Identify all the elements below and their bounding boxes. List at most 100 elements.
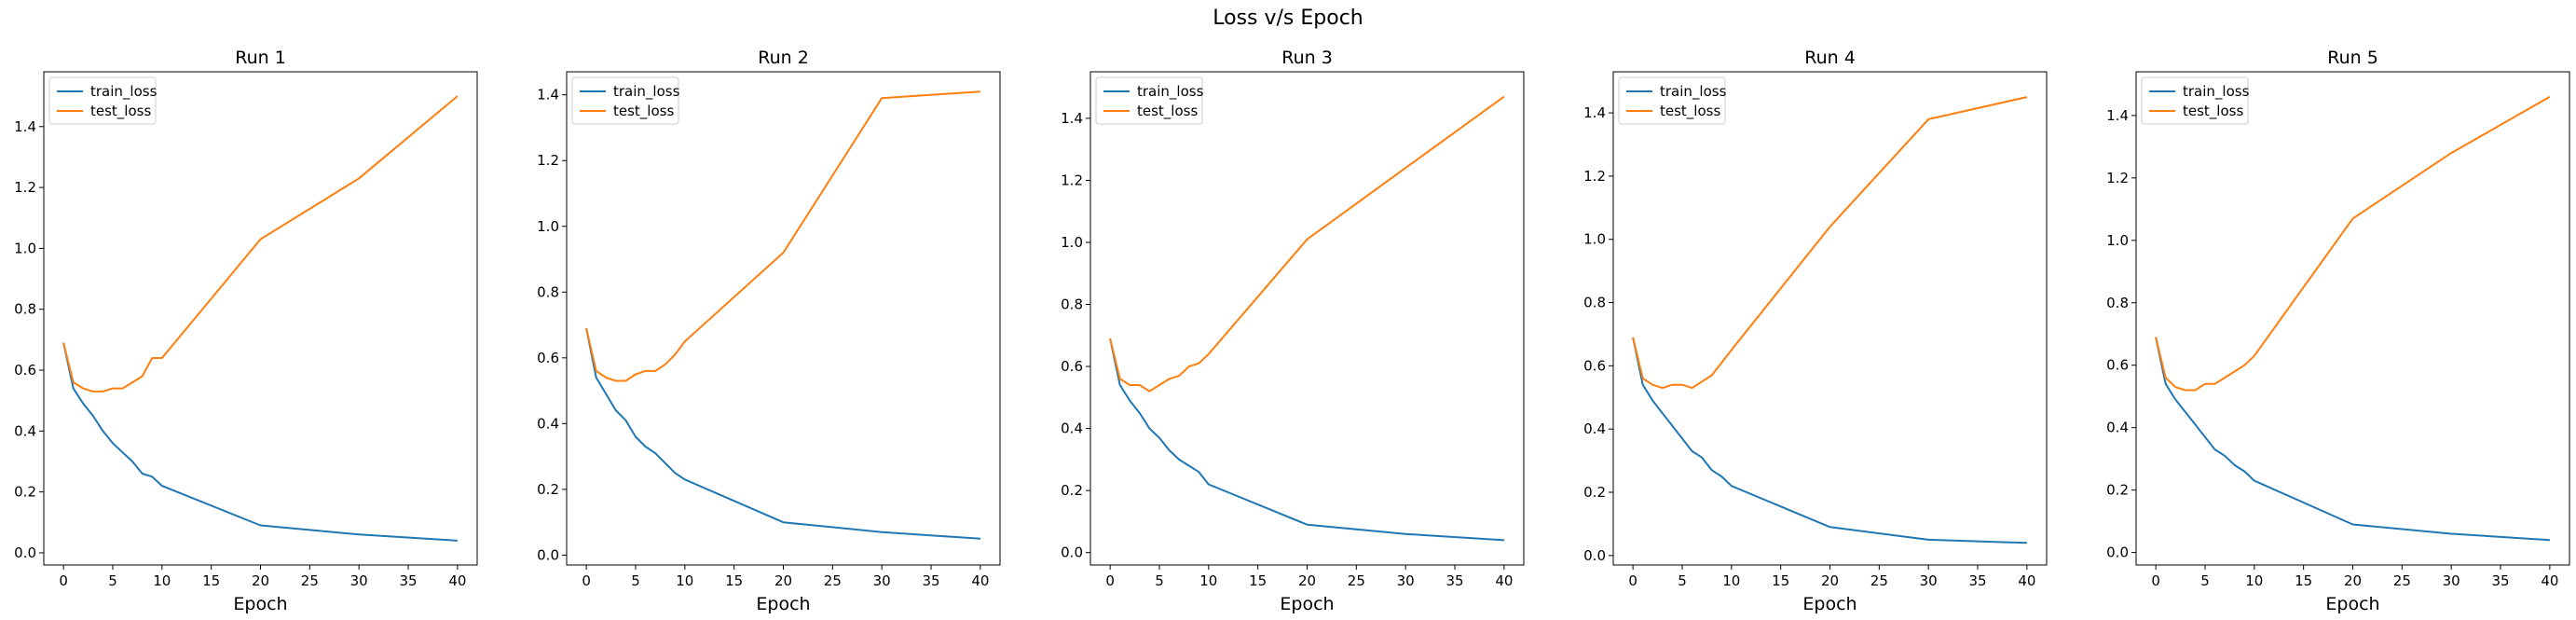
x-tick-label: 40 — [2541, 572, 2558, 589]
x-tick-label: 5 — [108, 572, 117, 589]
y-tick-label: 0.0 — [537, 546, 559, 563]
legend-label-test-loss: test_loss — [2183, 103, 2243, 120]
y-tick-label: 0.8 — [2106, 295, 2129, 311]
x-tick-label: 5 — [631, 572, 640, 589]
legend: train_loss test_loss — [571, 76, 680, 125]
x-tick-label: 10 — [1199, 572, 1217, 589]
x-tick-label: 35 — [1968, 572, 1986, 589]
x-tick-label: 30 — [2443, 572, 2460, 589]
axes-frame — [566, 71, 1001, 566]
x-tick-label: 30 — [873, 572, 891, 589]
y-tick-label: 1.0 — [14, 240, 36, 256]
subplot-title: Run 1 — [235, 48, 286, 68]
subplot-title: Run 5 — [2327, 48, 2378, 68]
x-tick-label: 25 — [1348, 572, 1365, 589]
legend-label-train-loss: train_loss — [1137, 83, 1204, 101]
y-tick-label: 1.2 — [2106, 170, 2129, 186]
y-tick-label: 0.2 — [1583, 484, 1606, 501]
x-tick-label: 15 — [1772, 572, 1789, 589]
y-tick-label: 0.0 — [14, 544, 36, 561]
y-tick-label: 0.6 — [1061, 358, 1083, 375]
x-tick-label: 10 — [2245, 572, 2263, 589]
y-tick-label: 0.2 — [1061, 482, 1083, 499]
legend-box — [48, 76, 157, 125]
x-tick-label: 0 — [59, 572, 68, 589]
y-tick-label: 1.0 — [2106, 232, 2129, 249]
x-tick-label: 15 — [2295, 572, 2312, 589]
y-tick-label: 0.6 — [2106, 357, 2129, 374]
y-tick-label: 1.0 — [537, 218, 559, 235]
x-tick-label: 10 — [676, 572, 693, 589]
y-tick-label: 0.0 — [2106, 544, 2129, 561]
y-tick-label: 1.2 — [1061, 172, 1083, 188]
x-tick-label: 30 — [1920, 572, 1938, 589]
subplot-panels: Run 1 0 5 10 15 20 25 30 35 40 0.0 0.2 0.4 0.6 0.8 1.0 1… — [14, 48, 2570, 614]
x-axis-label: Epoch — [1802, 594, 1857, 614]
y-tick-label: 1.4 — [14, 118, 36, 135]
x-tick-label: 25 — [824, 572, 842, 589]
x-tick-label: 20 — [2344, 572, 2362, 589]
x-tick-label: 0 — [1628, 572, 1637, 589]
y-tick-label: 1.2 — [1583, 168, 1606, 185]
x-tick-label: 40 — [2018, 572, 2035, 589]
y-tick-label: 1.4 — [1583, 104, 1606, 121]
y-tick-label: 0.2 — [14, 484, 36, 501]
subplot-run-2: Run 2 0 5 10 15 20 25 30 35 40 0.0 0.2 0.4 0.6 0.8 1.0 1… — [537, 48, 1001, 614]
figure-title: Loss v/s Epoch — [1213, 7, 1363, 30]
x-tick-label: 35 — [1446, 572, 1463, 589]
subplot-run-1: Run 1 0 5 10 15 20 25 30 35 40 0.0 0.2 0.4 0.6 0.8 1.0 1… — [14, 48, 478, 614]
y-tick-label: 0.0 — [1061, 544, 1083, 561]
y-tick-label: 0.2 — [2106, 482, 2129, 499]
y-tick-label: 1.2 — [537, 152, 559, 169]
legend-label-train-loss: train_loss — [1660, 83, 1727, 101]
legend: train_loss test_loss — [2141, 76, 2250, 125]
subplot-run-3: Run 3 0 5 10 15 20 25 30 35 40 0.0 0.2 0.4 0.6 0.8 1.0 1… — [1061, 48, 1525, 614]
subplot-title: Run 3 — [1281, 48, 1333, 68]
series-line-test-loss — [2155, 95, 2551, 392]
legend-box — [2141, 76, 2249, 125]
x-axis-label: Epoch — [233, 594, 287, 614]
x-tick-label: 5 — [2200, 572, 2210, 589]
legend: train_loss test_loss — [1095, 76, 1204, 125]
x-tick-label: 25 — [301, 572, 319, 589]
x-tick-label: 15 — [725, 572, 743, 589]
x-tick-label: 40 — [1495, 572, 1513, 589]
x-tick-label: 20 — [1821, 572, 1839, 589]
legend: train_loss test_loss — [48, 76, 158, 125]
y-tick-label: 1.0 — [1061, 234, 1083, 251]
y-tick-label: 1.4 — [2106, 107, 2129, 124]
legend: train_loss test_loss — [1618, 76, 1727, 125]
series-line-test-loss — [1109, 95, 1505, 393]
x-tick-label: 0 — [1105, 572, 1115, 589]
legend-box — [1618, 76, 1726, 125]
x-tick-label: 0 — [582, 572, 591, 589]
y-tick-label: 0.6 — [1583, 357, 1606, 374]
y-tick-label: 1.4 — [537, 87, 559, 103]
legend-label-train-loss: train_loss — [2183, 83, 2250, 101]
x-tick-label: 10 — [153, 572, 171, 589]
x-tick-label: 25 — [2393, 572, 2411, 589]
y-tick-label: 0.6 — [14, 362, 36, 379]
x-tick-label: 30 — [350, 572, 368, 589]
series-line-train-loss — [1109, 338, 1504, 542]
y-tick-label: 0.4 — [2106, 420, 2129, 436]
series-line-train-loss — [62, 342, 458, 542]
series-line-test-loss — [585, 90, 980, 382]
y-tick-label: 0.8 — [1061, 296, 1083, 313]
legend-box — [571, 76, 679, 125]
subplot-title: Run 4 — [1804, 48, 1856, 68]
subplot-run-5: Run 5 0 5 10 15 20 25 30 35 40 0.0 0.2 0.4 0.6 0.8 1.0 1… — [2106, 48, 2570, 614]
x-tick-label: 30 — [1397, 572, 1415, 589]
y-tick-label: 0.4 — [537, 415, 559, 432]
series-line-train-loss — [585, 327, 980, 540]
x-tick-label: 20 — [252, 572, 269, 589]
y-tick-label: 0.8 — [1583, 295, 1606, 311]
legend-label-test-loss: test_loss — [1137, 103, 1198, 120]
series-line-test-loss — [62, 95, 459, 393]
legend-label-train-loss: train_loss — [613, 83, 680, 101]
x-tick-label: 20 — [1298, 572, 1316, 589]
x-tick-label: 15 — [1249, 572, 1267, 589]
x-tick-label: 35 — [399, 572, 417, 589]
x-tick-label: 25 — [1870, 572, 1888, 589]
